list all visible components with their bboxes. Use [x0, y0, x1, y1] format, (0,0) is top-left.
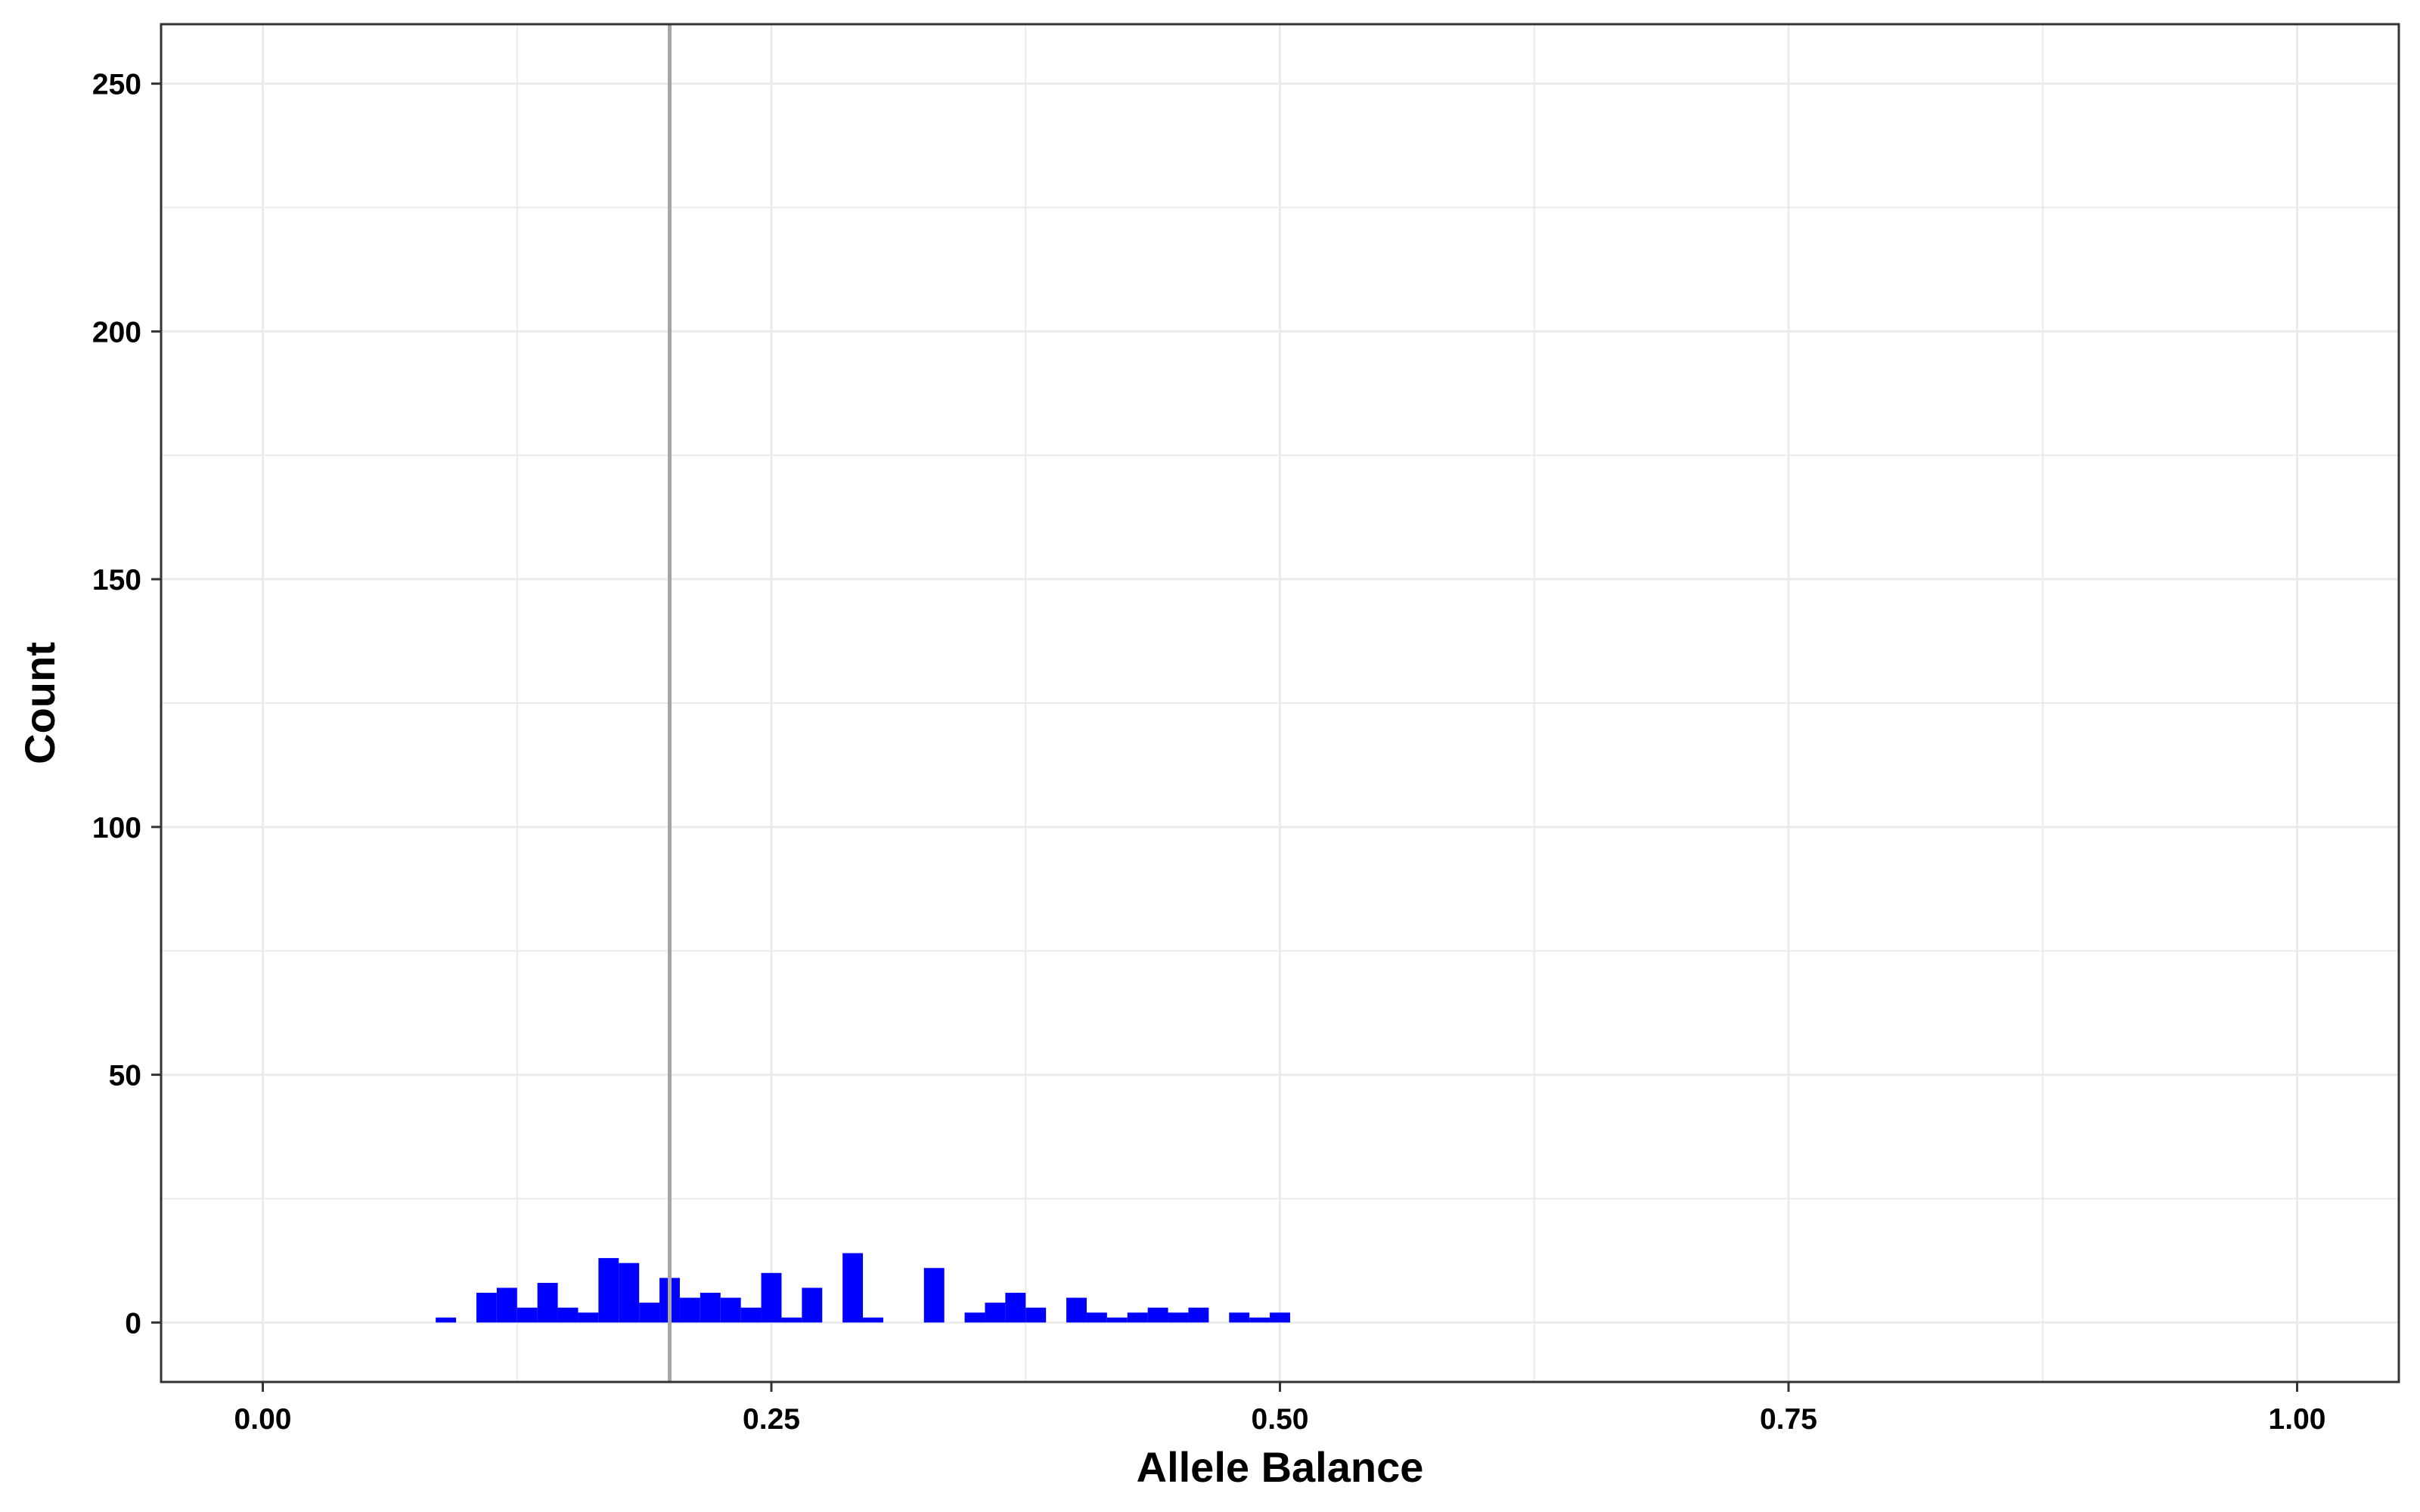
histogram-bar: [1188, 1307, 1209, 1323]
histogram-bar: [436, 1317, 457, 1323]
histogram-bar: [863, 1317, 883, 1323]
histogram-bar: [842, 1253, 864, 1323]
histogram-bar: [619, 1263, 640, 1323]
y-tick-label: 250: [92, 69, 141, 101]
x-tick-label: 1.00: [2269, 1403, 2326, 1436]
histogram-bar: [1249, 1317, 1270, 1323]
histogram-bar: [679, 1297, 700, 1323]
histogram-bar: [476, 1293, 497, 1323]
histogram-bar: [720, 1297, 741, 1323]
x-tick-label: 0.25: [743, 1403, 800, 1436]
histogram-bar: [802, 1287, 823, 1323]
histogram-bar: [964, 1312, 985, 1323]
major-gridlines: [161, 24, 2399, 1382]
histogram-bar: [1106, 1317, 1128, 1323]
y-axis: 0 50 100 150 200 250: [92, 69, 161, 1340]
y-tick-label: 0: [125, 1307, 141, 1340]
histogram-bar: [1127, 1312, 1148, 1323]
histogram-bar: [517, 1307, 538, 1323]
y-tick-label: 150: [92, 564, 141, 596]
x-axis-title: Allele Balance: [1137, 1443, 1424, 1491]
histogram-bar: [1270, 1312, 1290, 1323]
y-tick-label: 100: [92, 812, 141, 844]
histogram-bar: [496, 1287, 517, 1323]
x-axis: 0.00 0.25 0.50 0.75 1.00: [234, 1382, 2326, 1436]
x-tick-label: 0.00: [234, 1403, 292, 1436]
histogram-bar: [781, 1317, 802, 1323]
histogram-bar: [761, 1272, 782, 1323]
y-tick-label: 50: [109, 1060, 141, 1092]
histogram-bar: [1168, 1312, 1189, 1323]
histogram-bar: [578, 1312, 599, 1323]
histogram-bar: [1005, 1293, 1026, 1323]
x-tick-label: 0.75: [1760, 1403, 1817, 1436]
histogram-bar: [1086, 1312, 1107, 1323]
y-axis-title: Count: [16, 642, 64, 764]
histogram-bar: [1025, 1307, 1047, 1323]
histogram-bar: [740, 1307, 762, 1323]
histogram-bar: [557, 1307, 579, 1323]
histogram-bar: [639, 1303, 660, 1323]
x-tick-label: 0.50: [1252, 1403, 1309, 1436]
histogram-bar: [1147, 1307, 1168, 1323]
histogram-bar: [923, 1268, 945, 1323]
histogram-bar: [700, 1293, 721, 1323]
histogram-bar: [985, 1303, 1006, 1323]
histogram-bar: [537, 1282, 558, 1323]
y-tick-label: 200: [92, 316, 141, 349]
histogram-bar: [598, 1258, 619, 1323]
histogram-bar: [1066, 1297, 1087, 1323]
histogram-bar: [1229, 1312, 1250, 1323]
